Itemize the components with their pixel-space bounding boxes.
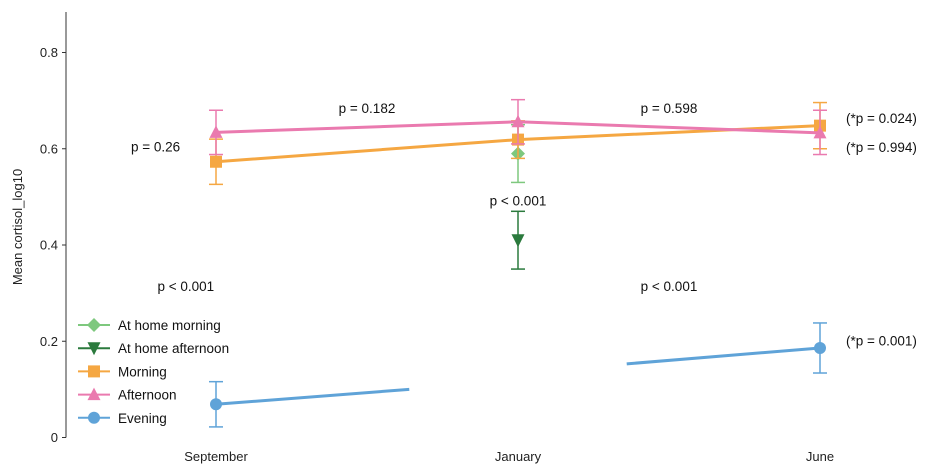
p-value-annotation: p = 0.182 <box>339 101 396 116</box>
p-value-annotation: p < 0.001 <box>490 194 547 209</box>
legend-swatch-marker <box>87 387 101 401</box>
legend-item: Morning <box>78 364 167 379</box>
x-tick-label: June <box>806 449 834 464</box>
legend-label: Evening <box>118 411 167 426</box>
p-value-annotation: (*p = 0.024) <box>846 111 917 126</box>
legend-item: Afternoon <box>78 387 177 403</box>
legend-label: Afternoon <box>118 388 177 403</box>
legend-swatch-marker <box>88 365 100 378</box>
legend-swatch-marker <box>87 342 101 356</box>
p-value-annotation: p = 0.26 <box>131 139 180 154</box>
legend-item: At home morning <box>78 318 221 333</box>
y-tick-label: 0.2 <box>40 334 58 349</box>
data-point <box>210 398 222 411</box>
data-point <box>511 114 525 128</box>
series-line-segment <box>215 387 410 406</box>
data-point <box>210 155 222 168</box>
series-layer <box>209 98 827 428</box>
x-tick-label: January <box>495 449 542 464</box>
y-axis-title: Mean cortisol_log10 <box>10 169 25 285</box>
legend-label: Morning <box>118 364 167 379</box>
p-value-annotation: p < 0.001 <box>157 279 214 294</box>
series-at-home-afternoon <box>511 210 525 270</box>
series-afternoon <box>209 98 827 156</box>
data-point <box>511 234 525 248</box>
p-value-annotation: p < 0.001 <box>641 279 698 294</box>
data-point <box>814 341 826 354</box>
p-value-annotation: (*p = 0.994) <box>846 140 917 155</box>
series-evening <box>209 322 827 428</box>
series-line-segment <box>626 346 821 366</box>
data-point <box>209 125 223 138</box>
y-tick-label: 0.8 <box>40 45 58 60</box>
legend-label: At home afternoon <box>118 341 229 356</box>
data-point <box>813 125 827 139</box>
legend-item: At home afternoon <box>78 341 229 356</box>
y-tick-label: 0.4 <box>40 238 58 253</box>
y-tick-label: 0.6 <box>40 141 58 156</box>
p-value-annotation: (*p = 0.001) <box>846 333 917 348</box>
p-value-annotation: p = 0.598 <box>641 101 698 116</box>
y-tick-label: 0 <box>51 430 58 445</box>
x-tick-label: September <box>184 449 248 464</box>
annotation-layer: p = 0.26 p = 0.182 p = 0.598 p < 0.001 (*p =… <box>131 101 917 348</box>
legend-item: Evening <box>78 411 167 426</box>
legend-swatch-marker <box>88 411 100 424</box>
legend-label: At home morning <box>118 318 221 333</box>
legend-swatch-marker <box>87 318 101 332</box>
axes: 0 0.2 0.4 0.6 0.8 September January June <box>40 12 834 464</box>
legend: At home morning At home afternoon Morning A… <box>78 318 229 426</box>
